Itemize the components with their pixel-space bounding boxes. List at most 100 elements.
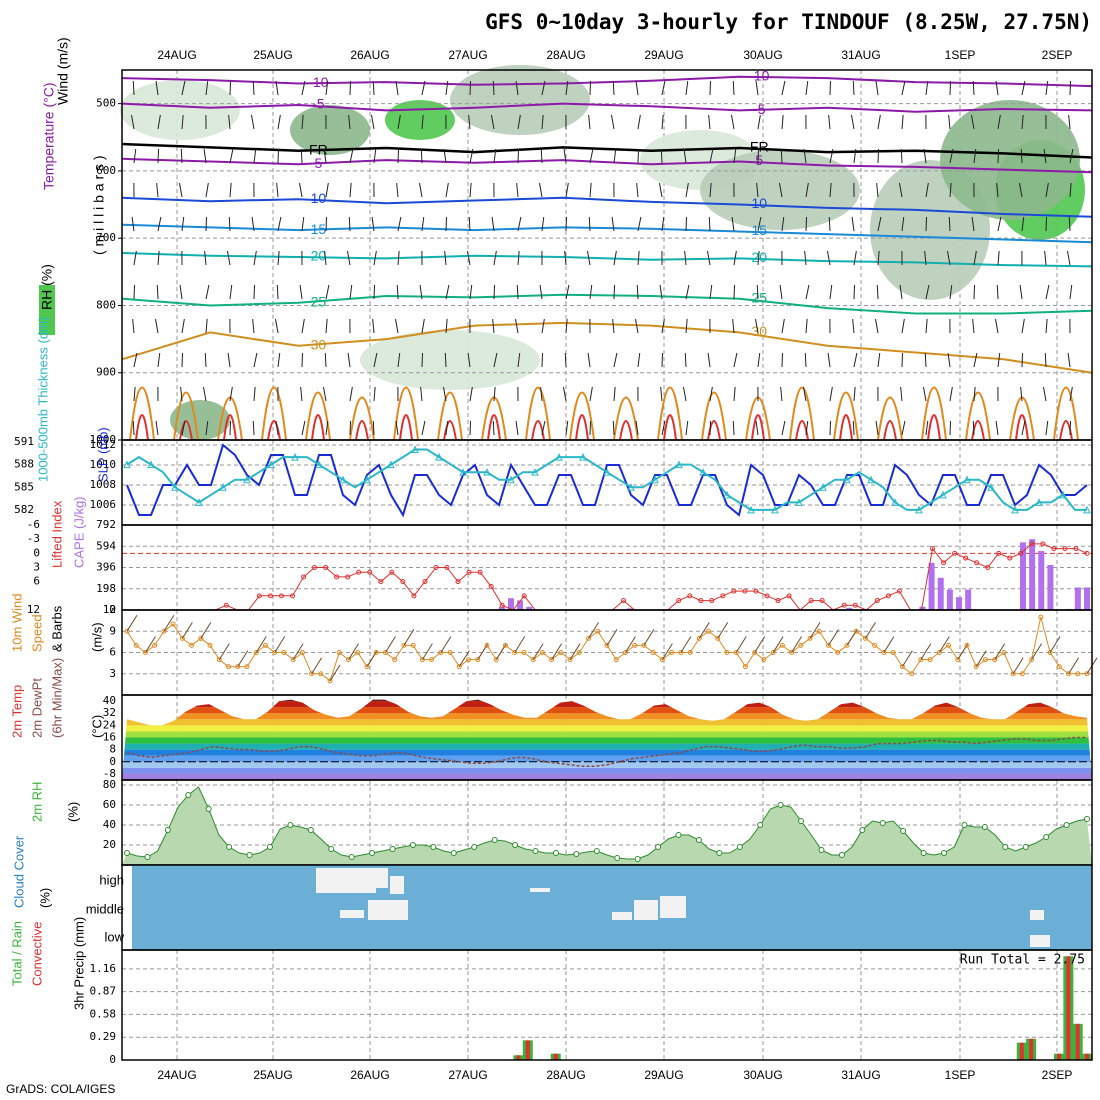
temp-band xyxy=(122,713,1092,720)
wind-barb xyxy=(395,420,399,436)
wind-barb xyxy=(419,284,423,300)
wind-barb-10m xyxy=(495,643,507,660)
wind-barb xyxy=(803,148,807,164)
lifted-index-point xyxy=(941,560,947,566)
wind-barb xyxy=(925,80,929,96)
wind-barb xyxy=(805,420,809,436)
wind-barb xyxy=(1042,386,1047,402)
cape-tick-label: 396 xyxy=(96,561,116,574)
wind-barb xyxy=(227,352,231,368)
wind-speed-point xyxy=(1029,657,1035,663)
rh-point xyxy=(369,850,376,856)
temp-tick-label: 32 xyxy=(103,706,116,719)
wind-barb xyxy=(133,250,137,266)
wind-barb xyxy=(349,386,353,402)
cape-bar xyxy=(928,562,935,610)
wind-barb xyxy=(250,114,255,130)
wind-barb xyxy=(874,318,879,334)
rh-point xyxy=(471,844,478,850)
surface-contour xyxy=(789,386,815,441)
wind-barb xyxy=(274,318,279,334)
wind-speed-point xyxy=(899,664,905,670)
slp-tick-label: 1006 xyxy=(90,498,117,511)
wind-barb xyxy=(565,182,569,198)
wind-barb xyxy=(1021,318,1025,334)
wind-barb xyxy=(949,284,953,300)
wind-barb xyxy=(829,182,832,198)
wind-barb xyxy=(924,352,927,368)
wind-speed-point xyxy=(733,650,739,655)
rh-legend-swatch xyxy=(39,285,55,335)
date-label-bottom: 27AUG xyxy=(448,1068,487,1082)
thickness-point xyxy=(435,452,443,461)
wind-barb-10m xyxy=(938,636,950,653)
cape-bar xyxy=(1029,539,1036,610)
wind-barb xyxy=(586,250,591,266)
wind-barb xyxy=(948,216,951,232)
thickness-point xyxy=(915,505,923,514)
wind-speed-point xyxy=(909,671,915,677)
wind-barb xyxy=(658,182,663,198)
wind-barb xyxy=(445,318,448,334)
wind-barb xyxy=(732,318,735,334)
wind-speed-point xyxy=(207,642,213,648)
cloud-fill xyxy=(530,888,550,892)
wind-barb xyxy=(660,386,663,402)
surface-contour xyxy=(531,420,545,441)
wind-barb-10m xyxy=(754,636,766,653)
thickness-point xyxy=(507,475,515,484)
wind-speed-point xyxy=(364,664,370,670)
wind-speed-point xyxy=(281,650,287,655)
temp-band xyxy=(122,731,1092,738)
wind-speed-point xyxy=(622,650,628,655)
isotherm-line xyxy=(121,321,1093,374)
lifted-index-label: Lifted Index xyxy=(49,500,64,568)
thickness-point xyxy=(675,460,683,469)
wind-barb xyxy=(181,114,184,130)
wind-speed-point xyxy=(982,657,988,663)
lifted-index-point xyxy=(930,546,936,552)
cloud-fill xyxy=(634,900,658,920)
wind-barb-10m xyxy=(883,636,895,653)
wind-barb xyxy=(829,148,834,164)
wind-barb xyxy=(443,148,447,164)
wind-barb xyxy=(202,386,207,402)
wind-barb-10m xyxy=(200,622,212,639)
wind-barb xyxy=(541,80,546,96)
wind-barb xyxy=(901,318,905,334)
wind-barb xyxy=(420,386,423,402)
slp-label: SLP (mb) xyxy=(95,427,110,482)
wind-barb xyxy=(397,352,401,368)
wind-barb xyxy=(229,386,233,402)
wind-barb xyxy=(564,250,567,266)
wind-barb xyxy=(252,80,255,96)
surface-contour xyxy=(129,386,155,441)
temp-band xyxy=(122,719,1092,726)
wind-barb-10m xyxy=(643,629,655,646)
wind-speed-point xyxy=(355,650,361,655)
wind-barb xyxy=(1045,420,1049,436)
wind-barb xyxy=(252,420,255,436)
wind-barb xyxy=(421,352,424,368)
wind-barb xyxy=(1045,80,1049,96)
wind-barb xyxy=(778,182,783,198)
wind-barb xyxy=(972,420,975,436)
rh-point xyxy=(798,818,805,824)
wind-barb xyxy=(349,80,352,96)
wind-barb xyxy=(900,386,903,402)
precip-convective-bar xyxy=(1075,1023,1080,1060)
lifted-index-point xyxy=(334,574,340,580)
wind-barb xyxy=(421,216,425,232)
wind-barb xyxy=(516,182,519,198)
wind-barb-10m xyxy=(292,643,304,660)
li-tick-label: 6 xyxy=(33,575,40,588)
isotherm-label: 15 xyxy=(311,221,327,237)
wind-barb xyxy=(565,420,569,436)
isotherm-line xyxy=(121,157,1093,174)
cape-bar xyxy=(965,589,972,610)
wind-barb xyxy=(131,216,135,232)
slp-tick-label: 1010 xyxy=(90,458,117,471)
wind-speed-point xyxy=(1001,650,1007,655)
wind-barb xyxy=(733,352,738,368)
wind-barb xyxy=(661,114,664,130)
